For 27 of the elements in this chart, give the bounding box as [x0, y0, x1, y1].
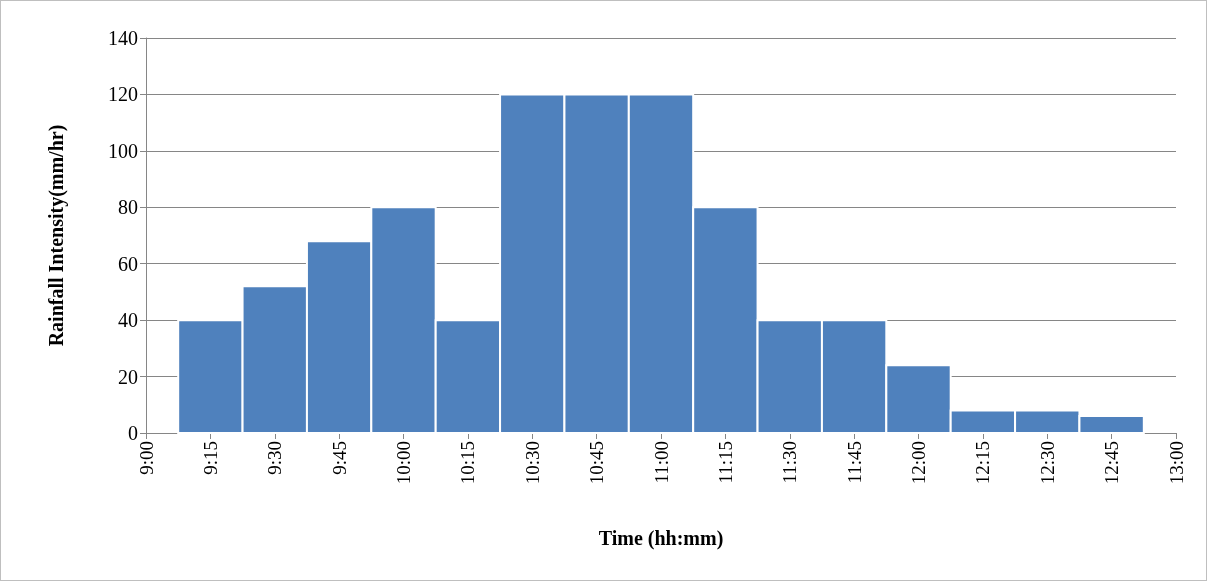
y-tick-label: 120 [108, 83, 138, 106]
x-tick-label: 10:30 [521, 441, 543, 485]
x-tick-label: 12:15 [972, 441, 994, 485]
x-tick-label: 12:45 [1101, 441, 1123, 485]
x-tick-label: 13:00 [1165, 441, 1187, 485]
x-tick-label: 11:30 [779, 441, 801, 484]
x-tick-label: 9:30 [264, 441, 286, 475]
y-tick-label: 40 [118, 309, 138, 332]
y-tick-label: 140 [108, 27, 138, 49]
y-tick-label: 80 [118, 196, 138, 219]
x-tick-label: 9:00 [135, 441, 157, 475]
y-tick-label: 100 [108, 139, 138, 162]
x-tick-label: 9:45 [328, 441, 350, 475]
x-tick-label: 10:15 [457, 441, 479, 485]
x-tick-label: 9:15 [199, 441, 221, 475]
x-tick-label: 11:45 [843, 441, 865, 484]
y-tick-label: 20 [118, 365, 138, 388]
x-tick-label: 12:00 [908, 441, 929, 485]
x-axis-title: Time (hh:mm) [598, 527, 724, 550]
y-axis-title: Rainfall Intensity(mm/hr) [45, 124, 68, 347]
x-tick-label: 10:00 [393, 441, 414, 485]
x-tick-label: 11:00 [650, 441, 672, 484]
y-tick-label: 60 [118, 252, 138, 275]
x-tick-label: 12:30 [1036, 441, 1058, 485]
x-tick-label: 10:45 [586, 441, 608, 485]
x-tick-label: 11:15 [714, 441, 736, 484]
y-tick-label: 0 [128, 422, 138, 444]
